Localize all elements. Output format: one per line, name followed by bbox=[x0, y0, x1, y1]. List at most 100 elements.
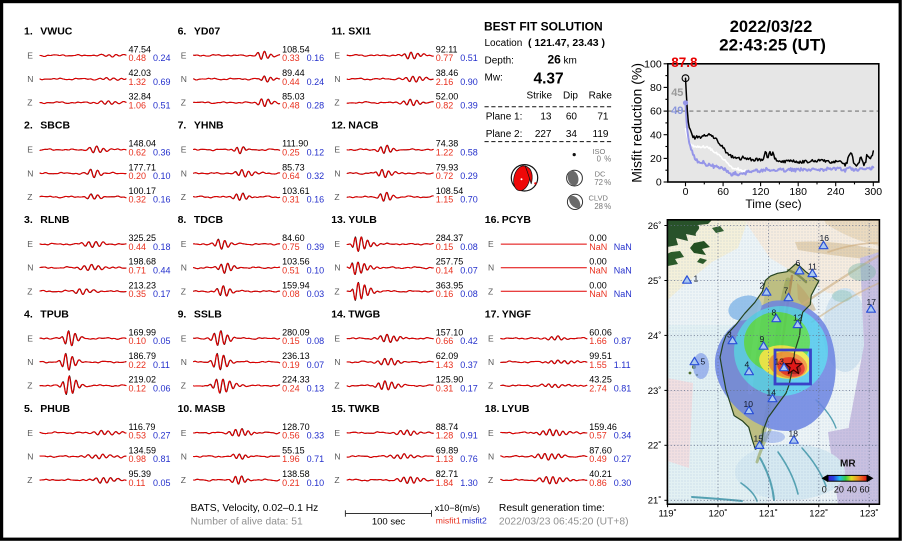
svg-text:Location: Location bbox=[485, 38, 523, 49]
svg-text:N: N bbox=[181, 168, 187, 178]
svg-text:15: 15 bbox=[754, 434, 764, 444]
svg-text:0.77: 0.77 bbox=[436, 53, 454, 63]
svg-text:0.31: 0.31 bbox=[282, 195, 300, 205]
svg-text:0.98: 0.98 bbox=[129, 454, 147, 464]
svg-text:RLNB: RLNB bbox=[40, 214, 70, 226]
svg-text:N: N bbox=[488, 263, 494, 273]
svg-text:0.13: 0.13 bbox=[307, 383, 325, 393]
svg-text:14: 14 bbox=[767, 388, 777, 398]
svg-text:0.72: 0.72 bbox=[436, 171, 454, 181]
svg-text:MR: MR bbox=[840, 459, 856, 470]
svg-text:0.22: 0.22 bbox=[129, 360, 147, 370]
svg-text:N: N bbox=[27, 168, 33, 178]
svg-text:325.25: 325.25 bbox=[129, 233, 157, 243]
svg-text:0.75: 0.75 bbox=[282, 242, 300, 252]
svg-text:111.90: 111.90 bbox=[282, 139, 308, 149]
svg-text:0.24: 0.24 bbox=[282, 383, 300, 393]
svg-text:23˚: 23˚ bbox=[648, 386, 662, 397]
svg-text:62.09: 62.09 bbox=[436, 351, 459, 361]
svg-text:100: 100 bbox=[644, 58, 662, 70]
svg-text:122˚: 122˚ bbox=[809, 509, 828, 520]
svg-text:E: E bbox=[27, 333, 33, 343]
svg-text:0.30: 0.30 bbox=[614, 478, 632, 488]
svg-text:Z: Z bbox=[27, 381, 32, 391]
svg-text:Z: Z bbox=[334, 192, 339, 202]
svg-text:7: 7 bbox=[784, 286, 789, 296]
svg-text:0.91: 0.91 bbox=[460, 431, 478, 441]
svg-text:0.05: 0.05 bbox=[153, 478, 171, 488]
svg-text:0: 0 bbox=[822, 485, 827, 495]
svg-text:E: E bbox=[334, 239, 340, 249]
svg-text:157.10: 157.10 bbox=[436, 327, 464, 337]
svg-text:1.22: 1.22 bbox=[436, 148, 454, 158]
svg-text:10: 10 bbox=[744, 399, 754, 409]
svg-text:N: N bbox=[334, 168, 340, 178]
svg-text:43.25: 43.25 bbox=[589, 375, 612, 385]
svg-text:0.51: 0.51 bbox=[282, 266, 300, 276]
svg-text:0.48: 0.48 bbox=[129, 53, 147, 63]
svg-text:N: N bbox=[334, 74, 340, 84]
svg-text:45: 45 bbox=[671, 87, 683, 99]
svg-text:0.25: 0.25 bbox=[282, 148, 300, 158]
svg-text:24˚: 24˚ bbox=[648, 331, 662, 342]
svg-text:8: 8 bbox=[772, 308, 777, 318]
svg-text:misfit2: misfit2 bbox=[462, 516, 487, 526]
svg-text:0.21: 0.21 bbox=[282, 478, 300, 488]
svg-text:km: km bbox=[564, 56, 577, 67]
svg-text:40.21: 40.21 bbox=[589, 469, 612, 479]
svg-text:Plane 1:: Plane 1: bbox=[486, 112, 523, 123]
svg-text:257.75: 257.75 bbox=[436, 257, 464, 267]
svg-text:Z: Z bbox=[488, 286, 493, 296]
svg-text:1.06: 1.06 bbox=[129, 100, 147, 110]
svg-text:88.74: 88.74 bbox=[436, 422, 459, 432]
svg-text:Number of alive data: 51: Number of alive data: 51 bbox=[191, 517, 303, 528]
svg-text:2022/03/22: 2022/03/22 bbox=[730, 18, 813, 36]
svg-text:25˚: 25˚ bbox=[648, 276, 662, 287]
svg-text:0.03: 0.03 bbox=[307, 289, 325, 299]
svg-text:16.: 16. bbox=[485, 214, 500, 226]
svg-text:YNGF: YNGF bbox=[502, 308, 532, 320]
svg-text:Time (sec): Time (sec) bbox=[745, 197, 801, 211]
svg-text:49: 49 bbox=[671, 105, 683, 117]
svg-text:SBCB: SBCB bbox=[40, 120, 70, 132]
svg-text:0.18: 0.18 bbox=[153, 242, 171, 252]
svg-text:6.: 6. bbox=[178, 25, 187, 37]
svg-text:BEST FIT SOLUTION: BEST FIT SOLUTION bbox=[484, 20, 603, 34]
svg-text:0.69: 0.69 bbox=[153, 77, 171, 87]
svg-text:N: N bbox=[181, 357, 187, 367]
svg-text:138.58: 138.58 bbox=[282, 469, 310, 479]
svg-text:Z: Z bbox=[181, 381, 186, 391]
svg-text:0: 0 bbox=[597, 154, 602, 163]
svg-text:2.: 2. bbox=[24, 120, 33, 132]
svg-text:TWGB: TWGB bbox=[348, 308, 380, 320]
svg-text:0.12: 0.12 bbox=[129, 383, 147, 393]
svg-text:0.24: 0.24 bbox=[153, 53, 171, 63]
svg-text:NaN: NaN bbox=[589, 289, 607, 299]
svg-text:0.36: 0.36 bbox=[153, 148, 171, 158]
svg-text:363.95: 363.95 bbox=[436, 280, 464, 290]
svg-text:125.90: 125.90 bbox=[436, 375, 464, 385]
svg-text:1.55: 1.55 bbox=[589, 360, 607, 370]
svg-text:0.42: 0.42 bbox=[460, 336, 478, 346]
svg-text:22˚: 22˚ bbox=[648, 441, 662, 452]
svg-text:Z: Z bbox=[27, 98, 32, 108]
svg-text:1.30: 1.30 bbox=[460, 478, 478, 488]
svg-text:E: E bbox=[488, 428, 494, 438]
svg-text:1.66: 1.66 bbox=[589, 336, 607, 346]
svg-text:N: N bbox=[488, 451, 494, 461]
svg-text:13: 13 bbox=[775, 357, 785, 367]
svg-text:80: 80 bbox=[650, 82, 662, 94]
svg-text:0.08: 0.08 bbox=[307, 336, 325, 346]
svg-text:E: E bbox=[27, 145, 33, 155]
svg-text:Plane 2:: Plane 2: bbox=[486, 129, 523, 140]
svg-text:3: 3 bbox=[727, 330, 732, 340]
svg-text:0.66: 0.66 bbox=[436, 336, 454, 346]
svg-text:1.15: 1.15 bbox=[436, 195, 454, 205]
svg-text:Result generation time:: Result generation time: bbox=[499, 503, 605, 514]
svg-text:%: % bbox=[604, 154, 611, 163]
svg-text:1.96: 1.96 bbox=[282, 454, 300, 464]
svg-text:0.16: 0.16 bbox=[307, 53, 325, 63]
svg-text:0.16: 0.16 bbox=[307, 195, 325, 205]
svg-text:0.06: 0.06 bbox=[153, 383, 171, 393]
svg-text:0.34: 0.34 bbox=[614, 431, 632, 441]
